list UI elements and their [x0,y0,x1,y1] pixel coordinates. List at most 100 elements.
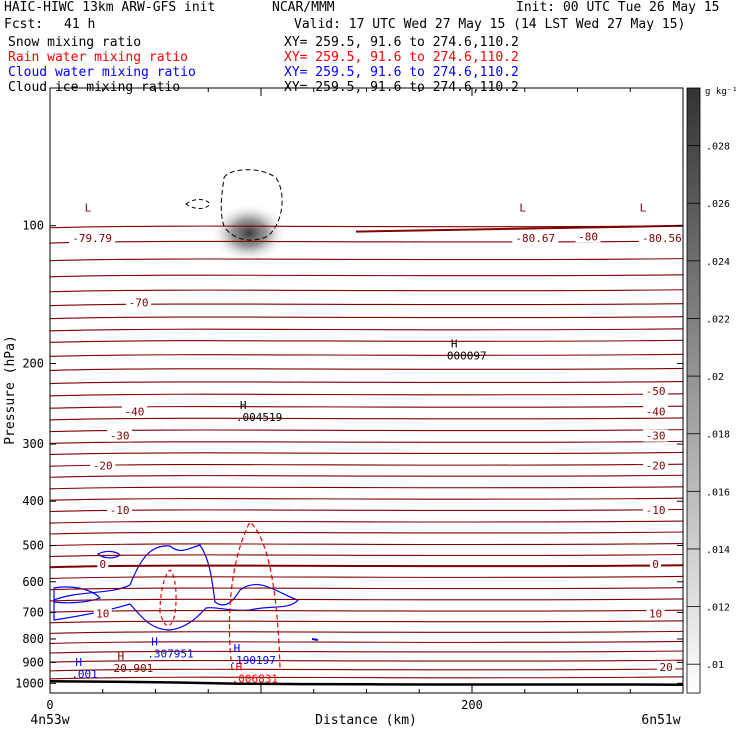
y-tick-label: 700 [22,605,44,619]
isotherm-line [50,630,683,634]
label-mask [512,232,559,245]
temperature-label: 20 [659,661,672,674]
init-time: Init: 00 UTC Tue 26 May 15 [516,0,720,15]
colorbar-tick-label: .018 [706,430,730,441]
isotherm-line [50,676,683,680]
y-tick-label: 200 [22,356,44,370]
isotherm-line [50,668,683,672]
snow-max-shading [211,203,287,263]
temperature-label: -50 [646,385,666,398]
colorbar-tick-label: .012 [706,603,730,614]
temperature-label: -10 [646,504,666,517]
cloud-water-contour-left [53,586,102,604]
field-name-snow: Snow mixing ratio [8,35,142,50]
low-marker: L [85,201,92,214]
high-value-label: .001 [71,668,98,681]
isotherm-line [50,405,683,409]
temperature-label: -20 [646,460,666,473]
colorbar-tick-label: .01 [706,660,724,671]
label-mask [107,503,133,516]
model-title: HAIC-HIWC 13km ARW-GFS init [4,0,216,15]
isotherm-line [50,474,683,478]
isotherm-line [50,463,683,467]
label-mask [97,558,109,571]
chart-annotations: -79.79 -80.67 -80 -80.56 -70 -50 -40 -40 -30 -30 -… [69,201,685,685]
isotherm-line [50,339,683,343]
isotherm-line [50,367,683,371]
field-xy-rain: XY= 259.5, 91.6 to 274.6,110.2 [284,50,519,65]
isotherm-line [50,258,683,262]
x-start-label: 4n53w [30,713,69,728]
isotherm-line [50,440,683,444]
x-end-label: 6n51w [641,713,680,728]
isotherm-line [50,289,683,293]
isotherm-line [50,451,683,456]
forecast-label: Fcst: [4,17,44,32]
cloud-water-contour-main [53,544,300,631]
high-marker: H [240,399,247,412]
colorbar-tick-label: .02 [706,372,724,383]
high-value-label: .190197 [230,654,276,667]
label-mask [638,232,685,245]
terrain-line [50,680,683,686]
field-name-rain: Rain water mixing ratio [8,50,189,65]
label-mask [93,607,112,620]
label-mask [90,459,116,472]
tropopause-line [355,224,683,233]
high-marker: H [451,337,458,350]
colorbar-tick-label: .026 [706,199,730,210]
isotherm-line [50,328,683,332]
y-tick-label: 400 [22,494,44,508]
temperature-label: -10 [110,504,130,517]
temperature-label: -40 [124,406,144,419]
high-value-label: .004519 [236,411,282,424]
high-value-label: .006831 [232,672,278,685]
colorbar-tick-label: .016 [706,487,730,498]
temperature-label: -30 [110,430,130,443]
temperature-label: 10 [649,607,662,620]
colorbar-unit: g kg⁻¹ [705,87,738,97]
isotherm-line [50,659,683,663]
high-marker: H [75,656,82,669]
label-mask [126,296,152,309]
label-mask [121,405,147,418]
temperature-label: -30 [646,430,666,443]
valid-time: Valid: 17 UTC Wed 27 May 15 (14 LST Wed … [294,17,686,32]
x-axis: 0 200 [46,88,684,712]
rain-contour-small [159,569,177,627]
temperature-label: 0 [652,558,659,571]
isotherm-line [50,486,683,490]
y-tick-label: 100 [22,219,44,233]
isotherm-lines [50,224,683,686]
high-marker: H [234,642,241,655]
isotherm-line [50,353,683,357]
isotherm-line [50,393,683,397]
isotherm-line [50,508,683,513]
isotherm-line [50,303,683,307]
high-marker: H [151,635,158,648]
isotherm-line [50,520,683,524]
label-mask [69,232,116,245]
label-mask [646,607,665,620]
isotherm-line [50,598,683,602]
y-axis-label: Pressure (hPa) [3,335,18,445]
colorbar-ticks: .01 .012 .014 .016 .018 .02 .022 .024 .026 .028 [687,142,730,671]
high-marker: H [118,650,125,663]
temperature-label: -79.79 [72,232,112,245]
isotherm-line [50,620,683,624]
isotherm-line [50,274,683,278]
isotherm-line [50,497,683,501]
temperature-label: 10 [96,607,109,620]
label-mask [643,459,669,472]
high-value-label: 20.901 [114,662,154,675]
x-axis-label: Distance (km) [315,713,417,728]
isotherm-line [50,640,683,644]
isotherm-line [50,587,683,591]
colorbar-tick-label: .014 [706,545,730,556]
colorbar-tick-label: .024 [706,257,730,268]
low-marker: L [640,201,647,214]
plot-frame [49,87,684,694]
isotherm-line [50,575,683,579]
y-tick-label: 800 [22,632,44,646]
